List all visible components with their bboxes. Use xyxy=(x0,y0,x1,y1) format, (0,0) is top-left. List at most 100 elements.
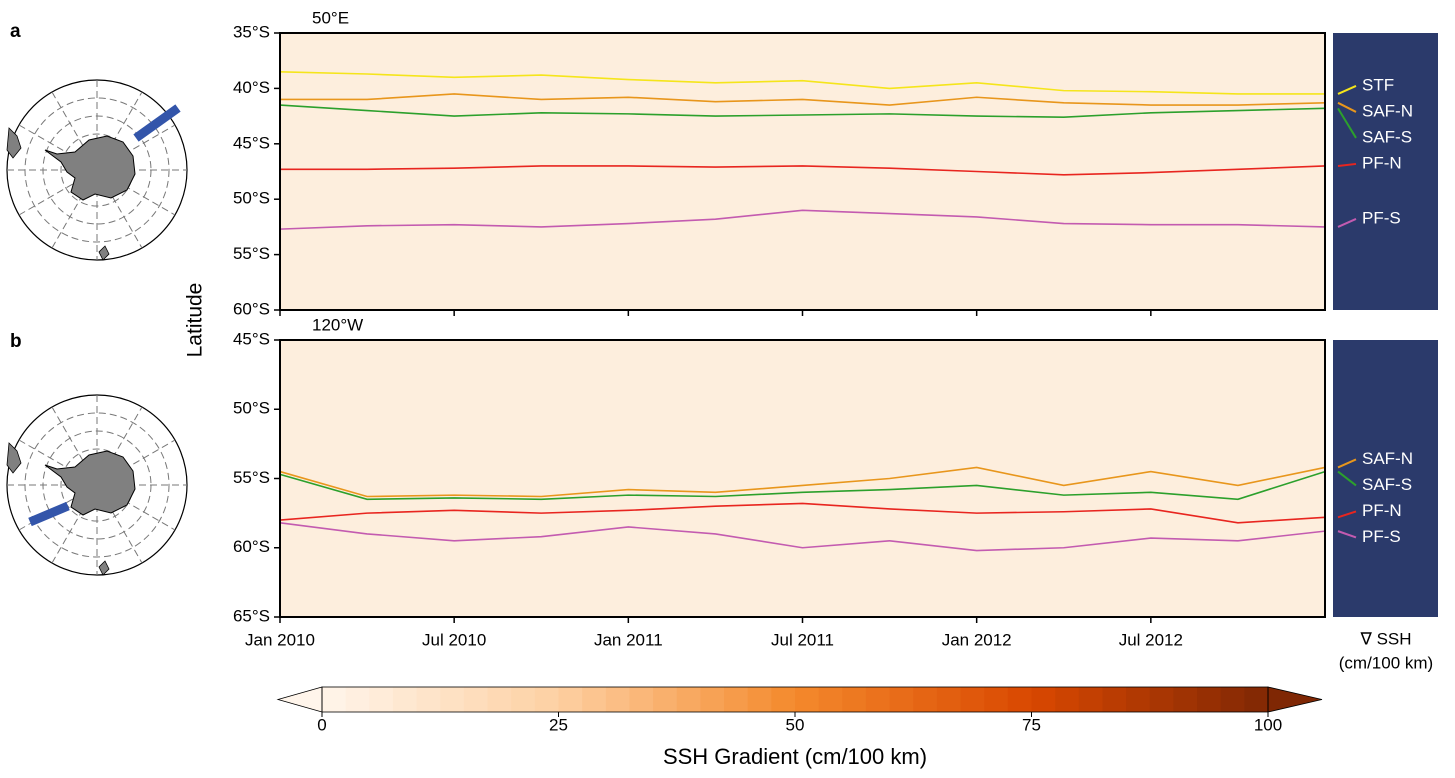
legend-swatch xyxy=(1337,458,1357,469)
legend-label: PF-N xyxy=(1362,501,1402,520)
y-tick-label: 50°S xyxy=(233,399,270,418)
legend-swatch xyxy=(1337,107,1357,139)
colorbar-step xyxy=(1102,687,1127,712)
colorbar-step xyxy=(511,687,536,712)
legend-label: PF-S xyxy=(1362,208,1401,227)
colorbar-step xyxy=(1031,687,1056,712)
colorbar-step xyxy=(582,687,607,712)
front-line xyxy=(279,209,1326,230)
front-line xyxy=(279,104,1326,119)
colorbar-tick-label: 0 xyxy=(317,715,326,734)
colorbar-step xyxy=(1055,687,1080,712)
colorbar-step xyxy=(392,687,418,712)
colorbar-step xyxy=(605,687,630,712)
colorbar-tick-label: 75 xyxy=(1022,715,1041,734)
legend-box xyxy=(1333,33,1438,310)
colorbar-step xyxy=(747,687,772,712)
colorbar-title: SSH Gradient (cm/100 km) xyxy=(663,744,927,769)
colorbar-step xyxy=(629,687,654,712)
colorbar-step xyxy=(345,687,370,712)
colorbar-step xyxy=(913,687,938,712)
y-axis-title: Latitude xyxy=(184,283,207,358)
front-line xyxy=(279,466,1326,498)
x-tick-label: Jul 2012 xyxy=(1119,630,1183,649)
y-tick-label: 65°S xyxy=(233,606,270,625)
y-tick-label: 50°S xyxy=(233,189,270,208)
colorbar-step xyxy=(1126,687,1151,712)
colorbar-step xyxy=(369,687,394,712)
legend-box xyxy=(1333,340,1438,617)
colorbar-step xyxy=(416,687,441,712)
legend-swatch xyxy=(1337,101,1357,113)
legend-swatch xyxy=(1337,530,1357,539)
colorbar-side-label: ∇ SSH xyxy=(1359,629,1411,648)
colorbar-tick-label: 100 xyxy=(1254,715,1282,734)
colorbar-step xyxy=(984,687,1009,712)
y-tick-label: 45°S xyxy=(233,329,270,348)
front-line xyxy=(279,502,1326,524)
colorbar-step xyxy=(653,687,678,712)
colorbar-step xyxy=(1220,687,1245,712)
colorbar-step xyxy=(771,687,796,712)
colorbar-step xyxy=(1244,687,1269,712)
legend-swatch xyxy=(1337,162,1357,167)
colorbar-step xyxy=(1197,687,1222,712)
colorbar-step xyxy=(1078,687,1103,712)
legend-label: SAF-S xyxy=(1362,475,1412,494)
front-line xyxy=(279,470,1326,501)
legend-label: STF xyxy=(1362,75,1394,94)
y-tick-label: 60°S xyxy=(233,299,270,318)
colorbar-side-label: (cm/100 km) xyxy=(1339,653,1433,672)
colorbar-step xyxy=(842,687,867,712)
x-tick-label: Jan 2011 xyxy=(594,630,663,649)
plot-area xyxy=(279,466,1326,552)
y-tick-label: 35°S xyxy=(233,22,270,41)
colorbar-step xyxy=(676,687,701,712)
legend-label: SAF-S xyxy=(1362,127,1412,146)
colorbar-step xyxy=(1149,687,1174,712)
plot-background xyxy=(280,33,1325,310)
colorbar-step xyxy=(889,687,914,712)
panel-title: 120°W xyxy=(312,315,363,334)
legend-swatch xyxy=(1337,470,1357,487)
colorbar-step xyxy=(322,687,347,712)
x-tick-label: Jul 2011 xyxy=(771,630,834,649)
legend-label: SAF-N xyxy=(1362,449,1413,468)
inset-map-b xyxy=(6,394,188,576)
colorbar-tick-label: 50 xyxy=(786,715,805,734)
legend-swatch xyxy=(1337,510,1357,519)
y-tick-label: 45°S xyxy=(233,133,270,152)
y-tick-label: 60°S xyxy=(233,537,270,556)
colorbar-step xyxy=(700,687,725,712)
colorbar-tick-label: 25 xyxy=(549,715,568,734)
x-tick-label: Jan 2012 xyxy=(942,630,1012,649)
front-line xyxy=(279,522,1326,552)
colorbar-step xyxy=(463,687,489,712)
x-tick-label: Jul 2010 xyxy=(422,630,486,649)
legend-label: PF-S xyxy=(1362,527,1401,546)
y-tick-label: 55°S xyxy=(233,468,270,487)
y-tick-label: 55°S xyxy=(233,244,270,263)
colorbar-step xyxy=(865,687,891,712)
plot-background xyxy=(280,340,1325,617)
colorbar-step xyxy=(534,687,559,712)
colorbar-step xyxy=(1173,687,1198,712)
colorbar-step xyxy=(936,687,962,712)
colorbar-step xyxy=(558,687,583,712)
front-line xyxy=(280,165,1326,176)
legend-label: SAF-N xyxy=(1362,101,1413,120)
front-line xyxy=(279,70,1325,95)
colorbar-extend-low xyxy=(276,686,323,713)
inset-map-a xyxy=(6,79,188,261)
plot-area xyxy=(279,70,1326,230)
colorbar-step xyxy=(818,687,843,712)
panel-title: 50°E xyxy=(312,8,349,27)
legend-label: PF-N xyxy=(1362,153,1402,172)
colorbar-step xyxy=(1007,687,1032,712)
colorbar-step xyxy=(440,687,465,712)
panel-label: b xyxy=(10,331,22,352)
colorbar-step xyxy=(487,687,512,712)
legend-swatch xyxy=(1337,217,1357,228)
colorbar-extend-high xyxy=(1267,686,1323,713)
